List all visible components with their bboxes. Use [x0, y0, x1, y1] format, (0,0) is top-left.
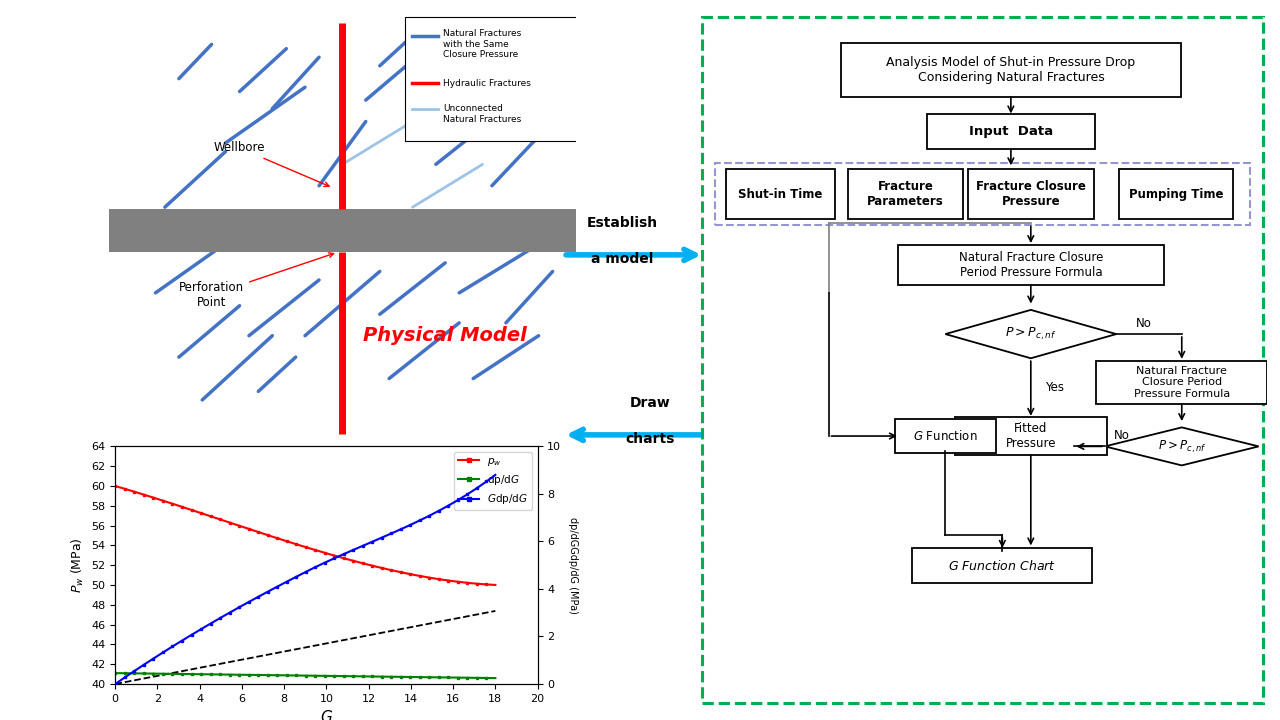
dp/d$G$ — [488, 674, 503, 683]
Polygon shape — [946, 310, 1116, 359]
dp/d$G$ — [394, 672, 410, 681]
Text: Pumping Time: Pumping Time — [1129, 188, 1224, 201]
$p_w$ — [279, 537, 294, 546]
$p_w$ — [394, 568, 410, 577]
$p_w$ — [488, 580, 503, 589]
Text: Establish: Establish — [586, 216, 658, 230]
dp/d$G$ — [279, 671, 294, 680]
Text: Draw: Draw — [630, 396, 671, 410]
$G$dp/d$G$ — [279, 577, 294, 585]
Text: Fracture
Parameters: Fracture Parameters — [867, 180, 943, 208]
Text: $G$ Function: $G$ Function — [913, 429, 978, 443]
Text: No: No — [1114, 430, 1129, 443]
Text: Natural Fractures
with the Same
Closure Pressure: Natural Fractures with the Same Closure … — [443, 30, 521, 59]
FancyBboxPatch shape — [968, 169, 1093, 220]
Y-axis label: dp/dGGdp/dG (MPa): dp/dGGdp/dG (MPa) — [568, 517, 579, 613]
FancyBboxPatch shape — [841, 42, 1180, 96]
FancyBboxPatch shape — [714, 163, 1251, 225]
Text: Physical Model: Physical Model — [364, 326, 527, 345]
FancyBboxPatch shape — [726, 169, 835, 220]
Text: Fitted
Pressure: Fitted Pressure — [1006, 422, 1056, 450]
Text: Analysis Model of Shut-in Pressure Drop
Considering Natural Fractures: Analysis Model of Shut-in Pressure Drop … — [886, 55, 1135, 84]
dp/d$G$ — [108, 669, 123, 678]
FancyBboxPatch shape — [913, 548, 1092, 583]
Text: Shut-in Time: Shut-in Time — [739, 188, 822, 201]
$G$dp/d$G$ — [175, 636, 191, 644]
Line: $p_w$: $p_w$ — [114, 485, 497, 586]
Line: $G$dp/d$G$: $G$dp/d$G$ — [114, 474, 497, 685]
$G$dp/d$G$ — [108, 680, 123, 688]
Text: charts: charts — [626, 432, 675, 446]
Text: $P>P_{c,nf}$: $P>P_{c,nf}$ — [1157, 438, 1206, 454]
FancyBboxPatch shape — [849, 169, 963, 220]
$G$dp/d$G$ — [332, 552, 347, 560]
FancyBboxPatch shape — [927, 114, 1096, 149]
Text: a model: a model — [591, 252, 654, 266]
$p_w$ — [108, 482, 123, 490]
Y-axis label: $P_w$ (MPa): $P_w$ (MPa) — [69, 537, 86, 593]
Text: Wellbore: Wellbore — [214, 142, 329, 186]
$p_w$ — [205, 513, 220, 521]
$G$dp/d$G$ — [488, 471, 503, 480]
dp/d$G$ — [205, 670, 220, 679]
Text: Natural Fracture Closure
Period Pressure Formula: Natural Fracture Closure Period Pressure… — [959, 251, 1103, 279]
FancyBboxPatch shape — [955, 417, 1107, 455]
dp/d$G$ — [361, 672, 376, 681]
Text: Fracture Closure
Pressure: Fracture Closure Pressure — [975, 180, 1085, 208]
FancyBboxPatch shape — [899, 245, 1164, 285]
Text: Natural Fracture
Closure Period
Pressure Formula: Natural Fracture Closure Period Pressure… — [1134, 366, 1230, 399]
Text: $G$ Function Chart: $G$ Function Chart — [948, 559, 1056, 572]
$p_w$ — [361, 561, 376, 570]
FancyBboxPatch shape — [406, 17, 579, 141]
FancyBboxPatch shape — [895, 418, 996, 454]
$G$dp/d$G$ — [205, 618, 220, 626]
Text: Perforation
Point: Perforation Point — [179, 253, 334, 309]
Text: Yes: Yes — [1044, 381, 1064, 394]
$p_w$ — [332, 553, 347, 562]
$G$dp/d$G$ — [394, 525, 410, 534]
X-axis label: $G$: $G$ — [320, 709, 333, 720]
Line: dp/d$G$: dp/d$G$ — [114, 672, 497, 680]
dp/d$G$ — [332, 672, 347, 680]
Text: $P>P_{c,nf}$: $P>P_{c,nf}$ — [1005, 326, 1056, 342]
Text: No: No — [1137, 318, 1152, 330]
Text: Unconnected
Natural Fractures: Unconnected Natural Fractures — [443, 104, 521, 124]
FancyBboxPatch shape — [1119, 169, 1234, 220]
Polygon shape — [1105, 428, 1258, 465]
FancyBboxPatch shape — [1096, 361, 1267, 404]
$G$dp/d$G$ — [361, 539, 376, 547]
Text: Hydraulic Fractures: Hydraulic Fractures — [443, 78, 531, 88]
Legend: $p_w$, dp/d$G$, $G$dp/d$G$: $p_w$, dp/d$G$, $G$dp/d$G$ — [454, 451, 532, 510]
Bar — [109, 210, 576, 252]
dp/d$G$ — [175, 670, 191, 678]
$p_w$ — [175, 503, 191, 511]
FancyBboxPatch shape — [703, 17, 1262, 703]
Text: Input  Data: Input Data — [969, 125, 1053, 138]
